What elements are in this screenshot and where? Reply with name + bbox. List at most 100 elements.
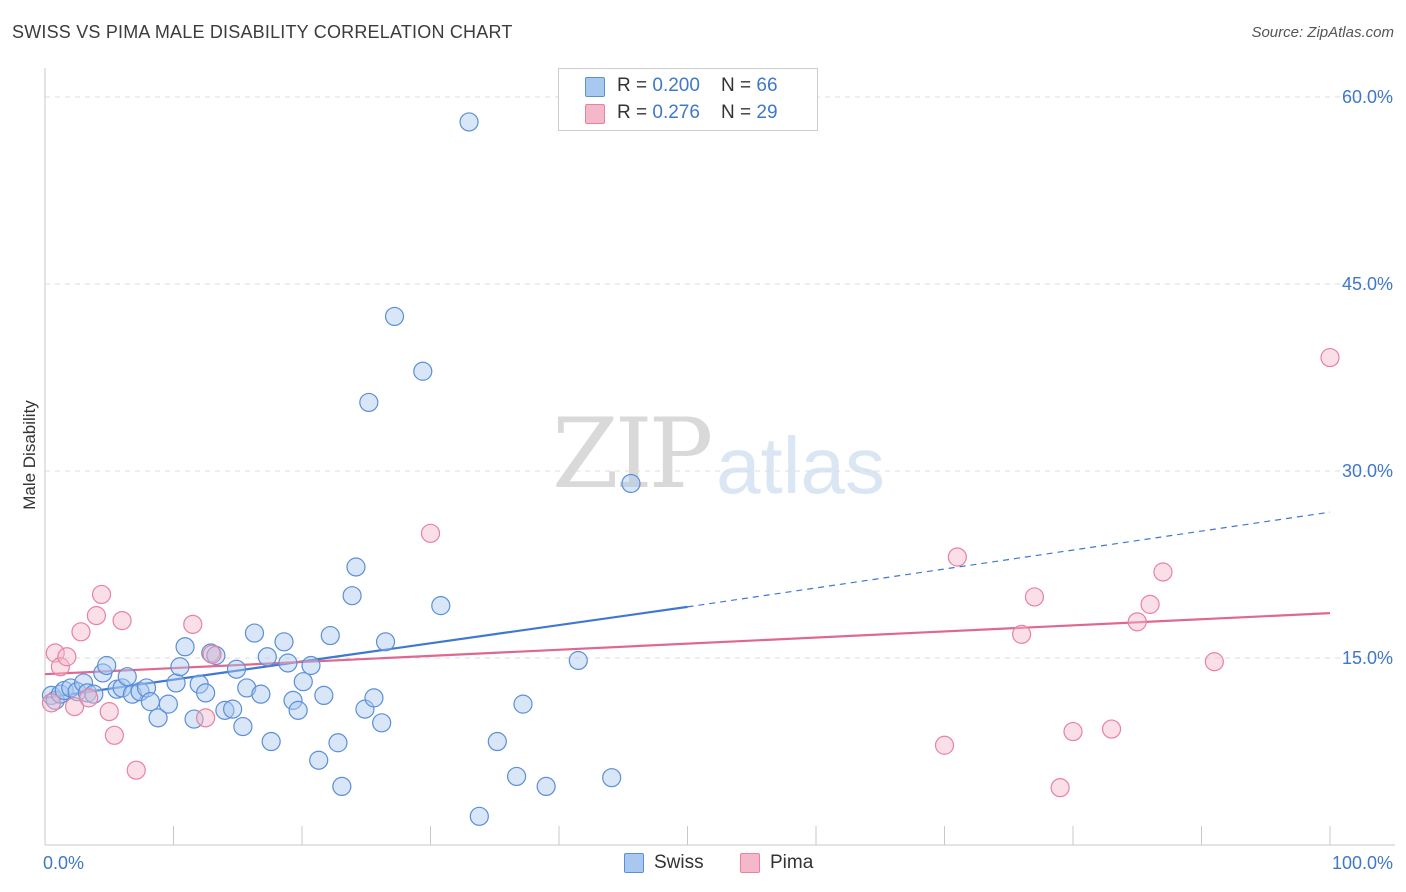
swiss-point bbox=[314, 685, 334, 706]
pima-point bbox=[71, 622, 91, 642]
swiss-point bbox=[201, 643, 221, 663]
swiss-point bbox=[261, 731, 281, 752]
swiss-point bbox=[469, 806, 489, 826]
swiss-point bbox=[506, 766, 527, 787]
pima-point bbox=[947, 547, 967, 567]
pima-point bbox=[57, 647, 77, 667]
watermark-atlas: atlas bbox=[716, 421, 885, 510]
swiss-trend-extension bbox=[687, 511, 1331, 608]
swiss-point bbox=[346, 557, 366, 577]
pima-point bbox=[1024, 587, 1045, 607]
x-tick-label-max: 100.0% bbox=[1332, 853, 1393, 873]
swiss-point bbox=[413, 361, 433, 381]
swiss-point bbox=[112, 678, 132, 698]
swiss-point bbox=[283, 690, 303, 710]
swiss-point bbox=[513, 694, 533, 714]
swiss-n-label: N = bbox=[721, 75, 757, 96]
watermark-zip: ZIP bbox=[552, 398, 713, 510]
stats-legend: R = 0.200 N = 66 R = 0.276 N = 29 bbox=[558, 68, 818, 131]
pima-point bbox=[50, 657, 71, 677]
pima-point bbox=[1204, 652, 1224, 672]
swiss-point bbox=[251, 684, 271, 704]
pima-point bbox=[1140, 594, 1160, 614]
pima-point bbox=[91, 584, 112, 605]
pima-legend-label: Pima bbox=[770, 852, 814, 873]
pima-point bbox=[104, 725, 124, 745]
swiss-point bbox=[196, 683, 216, 703]
swiss-point bbox=[288, 700, 308, 720]
chart-title: SWISS VS PIMA MALE DISABILITY CORRELATIO… bbox=[12, 22, 513, 42]
swiss-point bbox=[215, 700, 235, 720]
pima-n-value: 29 bbox=[756, 102, 778, 123]
pima-point bbox=[64, 697, 85, 717]
swiss-point bbox=[274, 632, 294, 652]
pima-point bbox=[1153, 562, 1173, 582]
swiss-point bbox=[359, 392, 379, 413]
swiss-point bbox=[320, 625, 340, 646]
swiss-point bbox=[431, 596, 451, 616]
source-credit: Source: ZipAtlas.com bbox=[1251, 24, 1394, 41]
swiss-point bbox=[257, 647, 277, 667]
pima-point bbox=[112, 610, 132, 631]
y-axis-label: Male Disability bbox=[20, 400, 39, 510]
swiss-point bbox=[170, 657, 190, 677]
pima-point bbox=[41, 693, 62, 713]
pima-point bbox=[79, 688, 99, 708]
swiss-point bbox=[278, 653, 298, 673]
swiss-point bbox=[166, 673, 186, 693]
pima-r-label: R = bbox=[617, 102, 653, 123]
swiss-point bbox=[140, 692, 160, 712]
swiss-point bbox=[536, 776, 556, 797]
pima-point bbox=[934, 735, 955, 755]
pima-point bbox=[1011, 624, 1032, 644]
pima-r-value: 0.276 bbox=[652, 102, 700, 123]
swiss-point bbox=[158, 694, 178, 714]
swiss-point bbox=[223, 699, 243, 719]
swiss-point bbox=[148, 708, 168, 728]
swiss-point bbox=[328, 733, 348, 753]
pima-swatch bbox=[585, 104, 605, 124]
pima-point bbox=[183, 614, 203, 634]
pima-point bbox=[1101, 719, 1122, 739]
swiss-trend-line bbox=[44, 605, 688, 699]
swiss-point bbox=[233, 716, 253, 737]
swiss-point bbox=[122, 684, 142, 704]
swiss-point bbox=[621, 473, 641, 494]
pima-point bbox=[1320, 347, 1340, 368]
swiss-point bbox=[459, 112, 479, 132]
swiss-point bbox=[309, 750, 329, 770]
swiss-point bbox=[372, 713, 392, 733]
swiss-point bbox=[332, 776, 352, 797]
pima-point bbox=[196, 708, 216, 728]
swiss-point bbox=[568, 650, 588, 671]
swiss-r-value: 0.200 bbox=[652, 75, 700, 96]
swiss-point bbox=[342, 586, 362, 606]
y-tick-label-30: 30.0% bbox=[1342, 461, 1393, 481]
pima-point bbox=[99, 702, 119, 722]
pima-legend-swatch bbox=[740, 853, 760, 873]
swiss-point bbox=[301, 655, 321, 676]
data-points bbox=[41, 112, 1340, 826]
swiss-point bbox=[237, 678, 257, 698]
pima-trend-line bbox=[44, 612, 1331, 676]
swiss-point bbox=[384, 306, 405, 327]
swiss-legend-label: Swiss bbox=[654, 852, 704, 873]
swiss-n-value: 66 bbox=[756, 75, 778, 96]
swiss-point bbox=[226, 659, 247, 679]
pima-point bbox=[1063, 721, 1083, 742]
grid-lines bbox=[45, 96, 1395, 659]
pima-point bbox=[420, 523, 441, 543]
swiss-point bbox=[244, 623, 265, 643]
swiss-r-label: R = bbox=[617, 75, 653, 96]
swiss-point bbox=[84, 684, 104, 704]
pima-point bbox=[86, 606, 107, 626]
pima-point bbox=[202, 644, 222, 664]
tick-labels: 15.0% 30.0% 45.0% 60.0% 0.0% 100.0% bbox=[43, 87, 1393, 873]
pima-point bbox=[1050, 778, 1070, 798]
pima-point bbox=[126, 760, 146, 780]
swiss-point bbox=[175, 637, 195, 657]
pima-n-label: N = bbox=[721, 102, 757, 123]
axes bbox=[44, 68, 1395, 846]
swiss-legend-swatch bbox=[624, 853, 644, 873]
